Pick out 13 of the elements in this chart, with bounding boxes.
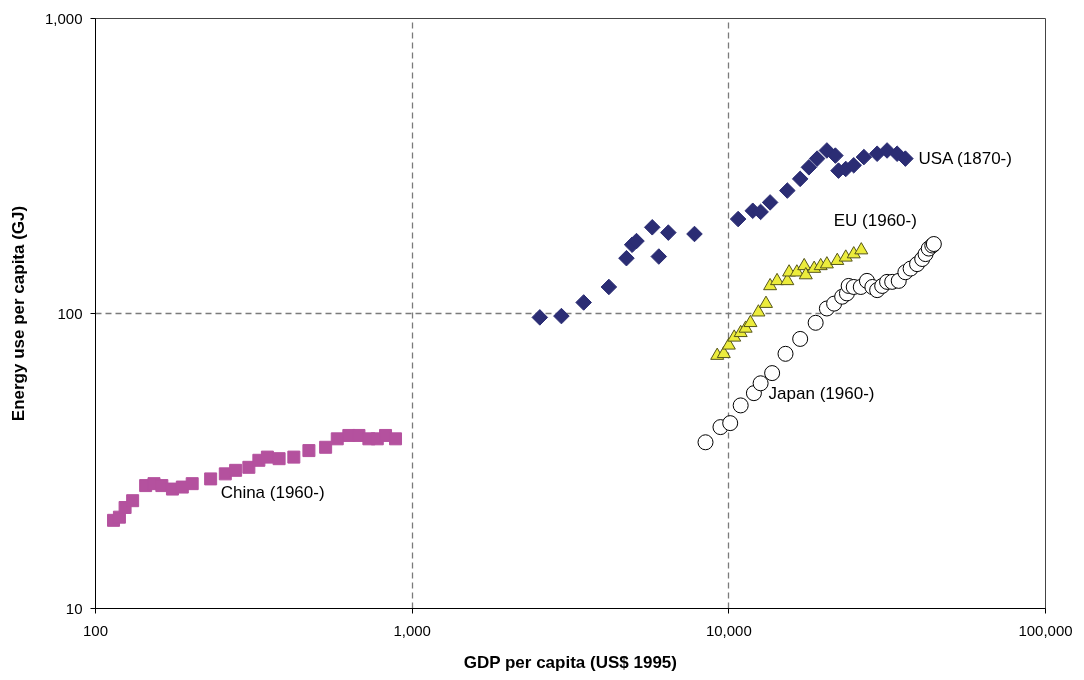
x-axis-title: GDP per capita (US$ 1995)	[463, 652, 677, 672]
x-tick-label: 1,000	[393, 621, 431, 639]
series-label: USA (1870-)	[918, 149, 1012, 169]
x-tick-label: 10,000	[705, 621, 752, 639]
x-tick-label: 100	[82, 621, 109, 639]
series-label: EU (1960-)	[833, 210, 917, 230]
series-label: Japan (1960-)	[768, 383, 875, 403]
y-tick-label: 10	[65, 599, 83, 617]
y-tick-label: 100	[57, 304, 83, 322]
x-tick-label: 100,000	[1018, 621, 1073, 639]
y-axis-title: Energy use per capita (GJ)	[8, 205, 28, 422]
y-tick-label: 1,000	[44, 9, 83, 27]
series-label: China (1960-)	[220, 483, 325, 503]
